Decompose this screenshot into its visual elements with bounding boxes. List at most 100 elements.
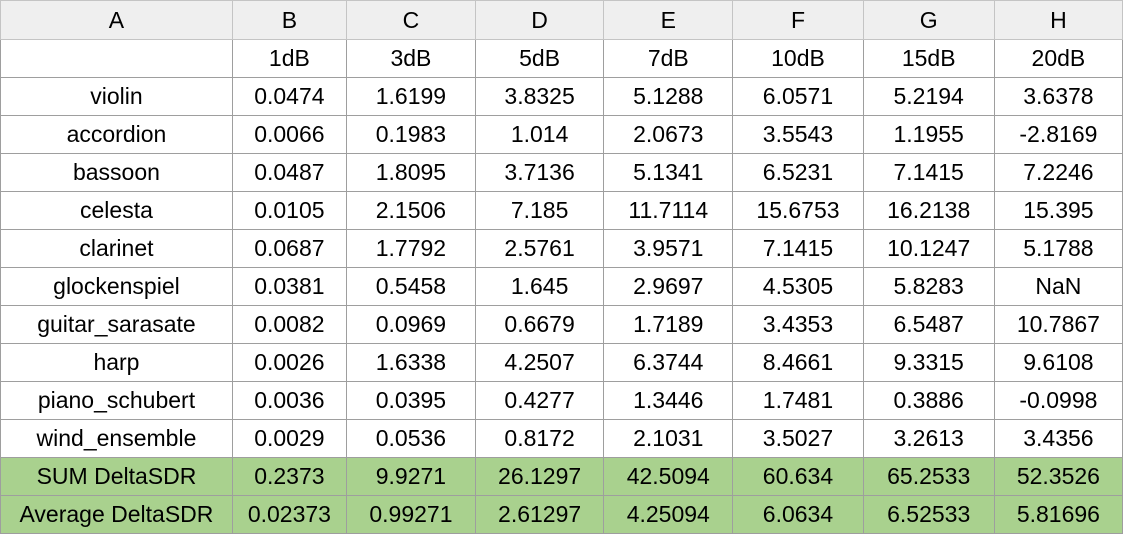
cell[interactable]: 0.5458 xyxy=(345,267,477,306)
cell[interactable]: 0.4277 xyxy=(475,381,605,420)
cell[interactable]: 0.0036 xyxy=(231,381,347,420)
row-label-cell[interactable]: SUM DeltaSDR xyxy=(0,457,233,496)
cell[interactable]: 0.02373 xyxy=(231,495,347,534)
column-header-a[interactable]: A xyxy=(0,0,233,40)
cell[interactable]: 3.9571 xyxy=(603,229,734,268)
cell[interactable]: 3.8325 xyxy=(475,77,605,116)
cell[interactable]: 2.1031 xyxy=(603,419,734,458)
cell[interactable]: 60.634 xyxy=(732,457,864,496)
cell[interactable]: 7dB xyxy=(603,39,734,78)
row-label-cell[interactable]: wind_ensemble xyxy=(0,419,233,458)
column-header-e[interactable]: E xyxy=(603,0,734,40)
cell[interactable]: 4.5305 xyxy=(732,267,864,306)
cell[interactable]: 9.6108 xyxy=(993,343,1123,382)
cell[interactable]: 0.0536 xyxy=(345,419,477,458)
cell[interactable]: 7.1415 xyxy=(732,229,864,268)
cell[interactable]: 15.395 xyxy=(993,191,1123,230)
cell[interactable]: 7.2246 xyxy=(993,153,1123,192)
cell[interactable]: -2.8169 xyxy=(993,115,1123,154)
cell[interactable]: 15.6753 xyxy=(732,191,864,230)
cell[interactable]: 0.0381 xyxy=(231,267,347,306)
cell[interactable]: 3.5027 xyxy=(732,419,864,458)
cell[interactable]: 3.5543 xyxy=(732,115,864,154)
cell[interactable]: 20dB xyxy=(993,39,1123,78)
cell[interactable]: 0.0066 xyxy=(231,115,347,154)
cell[interactable]: 6.0634 xyxy=(732,495,864,534)
cell[interactable]: 6.5487 xyxy=(862,305,995,344)
cell[interactable]: 0.8172 xyxy=(475,419,605,458)
cell[interactable]: 65.2533 xyxy=(862,457,995,496)
row-label-cell[interactable]: clarinet xyxy=(0,229,233,268)
cell[interactable]: 0.0082 xyxy=(231,305,347,344)
cell[interactable]: 5.8283 xyxy=(862,267,995,306)
cell[interactable]: 3.6378 xyxy=(993,77,1123,116)
cell[interactable]: 8.4661 xyxy=(732,343,864,382)
cell[interactable]: 15dB xyxy=(862,39,995,78)
cell[interactable]: 26.1297 xyxy=(475,457,605,496)
cell[interactable]: 0.99271 xyxy=(345,495,477,534)
cell[interactable]: -0.0998 xyxy=(993,381,1123,420)
cell[interactable]: 10dB xyxy=(732,39,864,78)
cell[interactable]: 0.0474 xyxy=(231,77,347,116)
cell[interactable]: 9.9271 xyxy=(345,457,477,496)
column-header-d[interactable]: D xyxy=(475,0,605,40)
cell[interactable]: 6.52533 xyxy=(862,495,995,534)
cell[interactable]: 0.0487 xyxy=(231,153,347,192)
cell[interactable]: 4.25094 xyxy=(603,495,734,534)
cell[interactable]: 1.6338 xyxy=(345,343,477,382)
cell[interactable]: 2.5761 xyxy=(475,229,605,268)
cell[interactable]: 9.3315 xyxy=(862,343,995,382)
cell[interactable]: 3.2613 xyxy=(862,419,995,458)
cell[interactable]: 0.1983 xyxy=(345,115,477,154)
cell[interactable]: 0.0105 xyxy=(231,191,347,230)
row-label-cell[interactable]: bassoon xyxy=(0,153,233,192)
cell[interactable]: 6.5231 xyxy=(732,153,864,192)
cell[interactable]: 4.2507 xyxy=(475,343,605,382)
cell[interactable]: 1.3446 xyxy=(603,381,734,420)
cell[interactable]: 3dB xyxy=(345,39,477,78)
cell[interactable]: 16.2138 xyxy=(862,191,995,230)
cell[interactable]: 5.1788 xyxy=(993,229,1123,268)
cell[interactable]: 2.0673 xyxy=(603,115,734,154)
cell[interactable]: 10.1247 xyxy=(862,229,995,268)
cell[interactable]: 10.7867 xyxy=(993,305,1123,344)
cell[interactable]: 5.81696 xyxy=(993,495,1123,534)
cell[interactable]: 3.7136 xyxy=(475,153,605,192)
cell[interactable]: 1.014 xyxy=(475,115,605,154)
cell[interactable]: 7.185 xyxy=(475,191,605,230)
cell[interactable]: 1.6199 xyxy=(345,77,477,116)
cell[interactable]: 52.3526 xyxy=(993,457,1123,496)
cell[interactable]: 1.7189 xyxy=(603,305,734,344)
cell[interactable]: 42.5094 xyxy=(603,457,734,496)
cell[interactable]: 3.4356 xyxy=(993,419,1123,458)
cell[interactable]: 1.7792 xyxy=(345,229,477,268)
column-header-f[interactable]: F xyxy=(732,0,864,40)
row-label-cell[interactable]: harp xyxy=(0,343,233,382)
cell[interactable]: 0.0395 xyxy=(345,381,477,420)
row-label-cell[interactable]: celesta xyxy=(0,191,233,230)
cell[interactable]: 1.645 xyxy=(475,267,605,306)
column-header-g[interactable]: G xyxy=(862,0,995,40)
cell[interactable]: 0.0029 xyxy=(231,419,347,458)
cell[interactable]: 0.2373 xyxy=(231,457,347,496)
cell[interactable]: 1.7481 xyxy=(732,381,864,420)
cell[interactable]: 7.1415 xyxy=(862,153,995,192)
row-label-cell[interactable]: glockenspiel xyxy=(0,267,233,306)
cell[interactable]: 5.2194 xyxy=(862,77,995,116)
cell[interactable]: 11.7114 xyxy=(603,191,734,230)
cell[interactable]: 5.1341 xyxy=(603,153,734,192)
cell[interactable]: 1.8095 xyxy=(345,153,477,192)
cell[interactable]: 6.0571 xyxy=(732,77,864,116)
cell[interactable] xyxy=(0,39,233,78)
cell[interactable]: 0.0687 xyxy=(231,229,347,268)
row-label-cell[interactable]: Average DeltaSDR xyxy=(0,495,233,534)
row-label-cell[interactable]: violin xyxy=(0,77,233,116)
column-header-c[interactable]: C xyxy=(345,0,477,40)
cell[interactable]: 0.3886 xyxy=(862,381,995,420)
cell[interactable]: 0.6679 xyxy=(475,305,605,344)
cell[interactable]: 0.0969 xyxy=(345,305,477,344)
column-header-h[interactable]: H xyxy=(993,0,1123,40)
cell[interactable]: 2.9697 xyxy=(603,267,734,306)
cell[interactable]: 5dB xyxy=(475,39,605,78)
row-label-cell[interactable]: accordion xyxy=(0,115,233,154)
